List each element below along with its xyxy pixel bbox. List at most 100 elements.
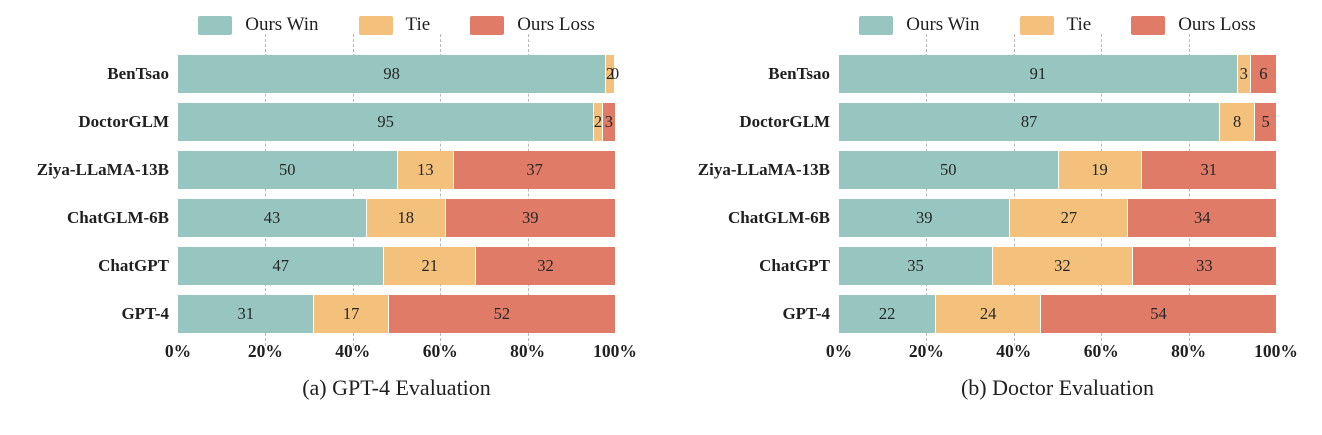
bar-segment-tie: 3: [1236, 55, 1250, 93]
legend-item-tie: Tie: [1019, 14, 1092, 36]
bar-value-label: 34: [1193, 208, 1211, 227]
chart-panel-a: Ours Win Tie Ours Loss BenTsao DoctorGLM Z…: [0, 14, 637, 400]
bar-value-label: 18: [397, 208, 414, 227]
bar-rows: 91 3 6 87 8 5 50 19 31 39 27 34 35 32 33 22 24 54: [839, 50, 1276, 338]
bar-segment-ours-win: 22: [839, 295, 936, 333]
plot-area: 98 2 0 95 2 3 50 13 37 43 18 39 47 21 32 31 17 52: [178, 34, 619, 346]
gridline: [265, 34, 267, 346]
bar-value-label: 32: [1054, 256, 1071, 275]
x-axis-tick: 40%: [335, 341, 371, 361]
bar-row: 50 19 31: [839, 146, 1276, 194]
bar-segment-tie: 21: [383, 247, 476, 285]
legend-label: Ours Loss: [1178, 14, 1256, 35]
tie-swatch-icon: [1019, 15, 1054, 35]
bar-row: 87 8 5: [839, 98, 1276, 146]
bar-segment-ours-win: 95: [178, 103, 594, 141]
gridline: [1101, 34, 1103, 346]
stacked-bar: 50 13 37: [178, 151, 615, 189]
bar-value-label: 35: [907, 256, 924, 275]
legend-label: Ours Win: [906, 14, 980, 35]
ours-loss-swatch-icon: [1131, 15, 1166, 35]
bar-segment-ours-loss: 3: [601, 103, 615, 141]
bar-row: 47 21 32: [178, 242, 615, 290]
stacked-bar: 87 8 5: [839, 103, 1276, 141]
bar-segment-ours-loss: 54: [1040, 295, 1276, 333]
tie-swatch-icon: [358, 15, 393, 35]
bar-row: 50 13 37: [178, 146, 615, 194]
stacked-bar: 98 2 0: [178, 55, 619, 93]
bar-value-label: 98: [383, 64, 400, 83]
bar-segment-ours-loss: 37: [453, 151, 615, 189]
bar-segment-tie: 17: [313, 295, 388, 333]
bar-row: 31 17 52: [178, 290, 615, 338]
legend-label: Tie: [1066, 14, 1092, 35]
x-axis-tick: 80%: [510, 341, 546, 361]
legend-item-ours-loss: Ours Loss: [470, 14, 595, 36]
bar-segment-tie: 13: [396, 151, 454, 189]
bar-rows: 98 2 0 95 2 3 50 13 37 43 18 39 47 21 32 31 17 52: [178, 50, 619, 338]
bar-segment-ours-loss: 6: [1249, 55, 1276, 93]
legend-item-ours-win: Ours Win: [198, 14, 319, 36]
chart-caption: (b) Doctor Evaluation: [960, 375, 1155, 400]
bar-segment-tie: 18: [365, 199, 445, 237]
bar-value-label: 5: [1261, 112, 1270, 131]
bar-segment-ours-win: 50: [839, 151, 1058, 189]
stacked-bar: 50 19 31: [839, 151, 1276, 189]
bar-row: 35 32 33: [839, 242, 1276, 290]
y-axis-label: ChatGPT: [98, 256, 169, 275]
bar-segment-ours-loss: 31: [1140, 151, 1276, 189]
bar-segment-ours-loss: 5: [1254, 103, 1276, 141]
legend-item-ours-loss: Ours Loss: [1131, 14, 1256, 36]
bar-row: 22 24 54: [839, 290, 1276, 338]
bar-segment-ours-win: 35: [839, 247, 992, 285]
bar-value-label: 2: [593, 112, 603, 131]
x-axis-tick: 60%: [1083, 341, 1119, 361]
x-axis-tick: 0%: [164, 341, 192, 361]
stacked-bar: 47 21 32: [178, 247, 615, 285]
bar-segment-ours-loss: 33: [1131, 247, 1276, 285]
plot-area: 91 3 6 87 8 5 50 19 31 39 27 34 35 32 33 22 24 54: [839, 34, 1276, 346]
x-axis-tick: 100%: [1254, 341, 1298, 361]
y-axis-label: GPT-4: [782, 304, 830, 323]
y-axis-label: Ziya-LLaMA-13B: [36, 160, 169, 179]
bar-value-label: 87: [1020, 112, 1038, 131]
bar-value-label: 33: [1196, 256, 1213, 275]
bar-segment-ours-win: 39: [839, 199, 1010, 237]
bar-segment-ours-loss: 0: [611, 55, 619, 93]
chart-panel-b: Ours Win Tie Ours Loss BenTsao DoctorGLM Z…: [661, 0, 1322, 435]
stacked-bar: 95 2 3: [178, 103, 615, 141]
bar-value-label: 3: [1239, 64, 1248, 83]
bar-segment-ours-win: 31: [178, 295, 314, 333]
bar-value-label: 0: [610, 64, 620, 83]
gridline: [926, 34, 928, 346]
legend-item-ours-win: Ours Win: [859, 14, 980, 36]
gridline: [352, 34, 354, 346]
bar-value-label: 47: [272, 256, 289, 275]
y-axis-labels: BenTsao DoctorGLM Ziya-LLaMA-13B ChatGLM-6B…: [661, 50, 839, 338]
bar-segment-ours-win: 87: [839, 103, 1220, 141]
bar-value-label: 91: [1029, 64, 1047, 83]
ours-win-swatch-icon: [198, 15, 233, 35]
bar-segment-ours-loss: 52: [387, 295, 615, 333]
x-axis-tick: 0%: [825, 341, 853, 361]
stacked-bar: 39 27 34: [839, 199, 1276, 237]
x-axis-tick: 80%: [1171, 341, 1207, 361]
gridline: [527, 34, 529, 346]
bar-value-label: 3: [604, 112, 614, 131]
bar-segment-tie: 8: [1219, 103, 1255, 141]
y-axis-label: ChatGLM-6B: [728, 208, 830, 227]
y-axis-labels: BenTsao DoctorGLM Ziya-LLaMA-13B ChatGLM-6B…: [0, 50, 178, 338]
y-axis-label: BenTsao: [107, 64, 169, 83]
stacked-bar: 22 24 54: [839, 295, 1276, 333]
stacked-bar: 43 18 39: [178, 199, 615, 237]
bar-segment-ours-loss: 39: [444, 199, 615, 237]
bar-value-label: 50: [279, 160, 296, 179]
x-axis-tick: 40%: [996, 341, 1032, 361]
bar-value-label: 31: [237, 304, 254, 323]
y-axis-label: Ziya-LLaMA-13B: [697, 160, 830, 179]
bar-segment-tie: 2: [605, 55, 614, 93]
bar-row: 39 27 34: [839, 194, 1276, 242]
bar-value-label: 39: [915, 208, 933, 227]
bar-value-label: 95: [377, 112, 394, 131]
